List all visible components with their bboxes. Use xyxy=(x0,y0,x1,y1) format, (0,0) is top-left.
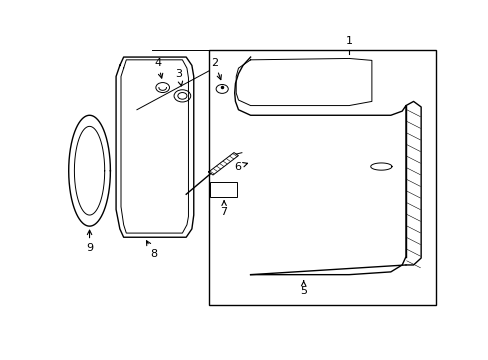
Bar xyxy=(210,182,237,197)
Text: 8: 8 xyxy=(146,241,157,259)
Bar xyxy=(208,50,435,305)
Text: 6: 6 xyxy=(233,162,247,172)
Text: 7: 7 xyxy=(220,201,227,217)
Text: 9: 9 xyxy=(86,230,93,253)
Text: 1: 1 xyxy=(345,36,352,46)
Text: 5: 5 xyxy=(300,281,306,296)
Text: 3: 3 xyxy=(175,69,182,86)
Text: 2: 2 xyxy=(211,58,221,80)
Text: 4: 4 xyxy=(154,58,163,78)
